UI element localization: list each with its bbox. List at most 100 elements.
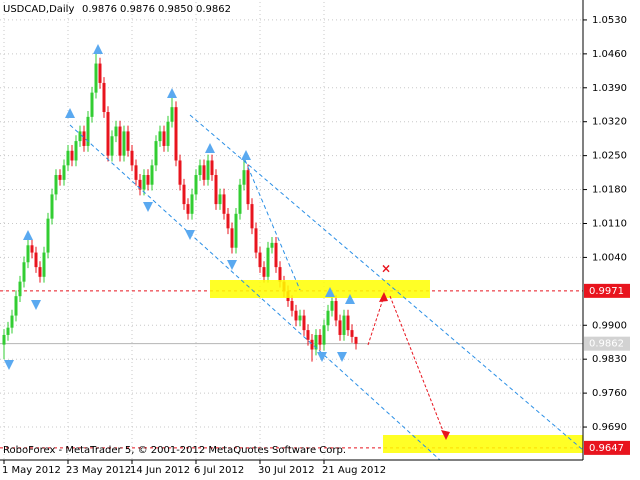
candle-body — [114, 126, 118, 137]
fractal-arrows — [4, 44, 355, 370]
candle-body — [18, 281, 22, 297]
x-tick-label: 14 Jun 2012 — [130, 465, 190, 476]
candle-body — [10, 315, 14, 328]
target-zone — [383, 435, 583, 453]
y-tick-label: 0.9830 — [592, 354, 627, 365]
y-tick-label: 1.0250 — [592, 151, 627, 162]
candle-body — [74, 141, 78, 161]
candle-body — [258, 252, 262, 268]
candle-body — [86, 116, 90, 146]
candle-body — [70, 150, 74, 161]
candle-body — [162, 131, 166, 146]
y-tick-label: 1.0460 — [592, 49, 627, 60]
candle-body — [146, 175, 150, 185]
candle-body — [94, 63, 98, 93]
candle-body — [326, 310, 330, 326]
candle-body — [130, 150, 134, 166]
candle-body — [194, 175, 198, 195]
x-tick-label: 30 Jul 2012 — [258, 465, 315, 476]
channel-line — [244, 159, 301, 291]
y-tick-label: 1.0040 — [592, 252, 627, 263]
candle-body — [334, 301, 338, 321]
y-tick-label: 0.9690 — [592, 422, 627, 433]
candle-body — [38, 267, 42, 277]
candle-body — [66, 150, 70, 166]
candle-body — [82, 131, 86, 146]
candle-body — [42, 252, 46, 277]
candle-body — [98, 63, 102, 83]
arrow-head — [379, 292, 388, 302]
candle-body — [50, 194, 54, 219]
candle-body — [202, 165, 206, 180]
candle-body — [142, 175, 146, 190]
x-tick-label: 6 Jul 2012 — [194, 465, 244, 476]
ohlc-value: 0.9876 — [120, 4, 155, 15]
candle-body — [110, 136, 114, 156]
candle-body — [170, 107, 174, 122]
candle-body — [14, 296, 18, 316]
y-tick-label: 1.0320 — [592, 117, 627, 128]
analysis-drawings: × — [4, 44, 584, 461]
candle-body — [178, 160, 182, 185]
candle-body — [290, 301, 294, 311]
candle-body — [190, 194, 194, 214]
candle-body — [126, 131, 130, 151]
candle-body — [346, 315, 350, 331]
candle-body — [158, 131, 162, 142]
candle-body — [254, 228, 258, 253]
candle-body — [118, 126, 122, 156]
candle-body — [238, 184, 242, 214]
candle-body — [150, 165, 154, 185]
candle-body — [342, 315, 346, 335]
x-tick-label: 23 May 2012 — [66, 465, 131, 476]
ohlc-value: 0.9876 — [82, 4, 117, 15]
footer: RoboForex - MetaTrader 5, © 2001-2012 Me… — [3, 445, 346, 456]
y-tick-label: 1.0180 — [592, 185, 627, 196]
ohlc-value: 0.9850 — [158, 4, 193, 15]
candle-body — [134, 165, 138, 180]
candle-body — [62, 165, 66, 180]
candle-body — [226, 213, 230, 229]
axis-area: 1.0530 1.0460 1.0390 1.0320 1.0250 1.0180 1.01… — [0, 0, 630, 476]
candle-body — [302, 315, 306, 331]
arrow-head — [441, 430, 450, 440]
candle-body — [2, 334, 6, 345]
candle-body — [322, 325, 326, 345]
candle-body — [6, 327, 10, 335]
candle-body — [266, 247, 270, 277]
candle-body — [278, 267, 282, 282]
cross-marker: × — [381, 262, 391, 276]
x-tick-label: 1 May 2012 — [2, 465, 61, 476]
level-label: 0.9971 — [589, 286, 624, 297]
candle-body — [330, 301, 334, 311]
x-tick-label: 21 Aug 2012 — [322, 465, 386, 476]
level-label-box — [584, 440, 630, 455]
candle-body — [242, 170, 246, 185]
candle-body — [90, 92, 94, 117]
candle-body — [314, 334, 318, 350]
candle-body — [310, 339, 314, 350]
price-label: 0.9862 — [589, 339, 624, 350]
forecast-arrow — [367, 295, 385, 346]
candle-body — [78, 131, 82, 142]
candle-body — [166, 121, 170, 146]
candle-body — [102, 82, 106, 113]
candle-body — [218, 194, 222, 205]
candle-body — [54, 175, 58, 195]
candle-body — [350, 330, 354, 337]
candle-body — [318, 334, 322, 345]
y-tick-label: 0.9760 — [592, 388, 627, 399]
candle-body — [214, 175, 218, 205]
candle-body — [234, 213, 238, 248]
candle-body — [294, 310, 298, 321]
y-tick-label: 1.0390 — [592, 83, 627, 94]
candle-body — [34, 252, 38, 268]
chart-title: USDCAD,Daily — [3, 4, 74, 15]
candle-body — [46, 218, 50, 253]
candle-body — [262, 267, 266, 277]
y-tick-label: 1.0530 — [592, 15, 627, 26]
channel-line — [69, 124, 441, 461]
candle-body — [206, 160, 210, 180]
candle-body — [198, 165, 202, 176]
